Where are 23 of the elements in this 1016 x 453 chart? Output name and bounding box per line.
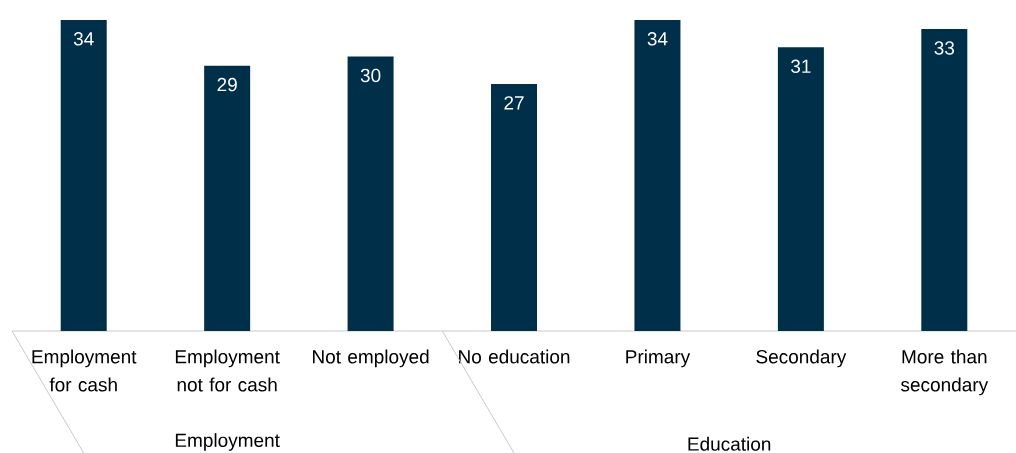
data-label: 30 (360, 68, 381, 83)
bar (634, 19, 681, 331)
x-tick-label: Not employed (313, 349, 429, 368)
bar (204, 65, 251, 331)
text: Education (688, 436, 771, 451)
x-tick-label: Primary (626, 349, 691, 368)
data-label: 33 (934, 41, 955, 55)
bar (60, 19, 107, 331)
data-label: 27 (504, 96, 524, 110)
bar (347, 56, 394, 331)
bar (921, 29, 968, 331)
data-label: 34 (73, 32, 94, 46)
x-tick-label: Secondary (756, 349, 847, 368)
x-tick-label: More than secondary (901, 349, 989, 396)
text: Employment (175, 433, 280, 451)
data-label: 31 (791, 59, 811, 73)
data-label: 29 (217, 77, 237, 92)
data-label: 34 (647, 32, 668, 46)
bar (491, 83, 538, 331)
x-tick-label: Employment for cash (32, 349, 137, 392)
bar (777, 47, 824, 331)
x-tick-label: No education (459, 349, 570, 364)
x-tick-label: Employment not for cash (175, 349, 280, 392)
